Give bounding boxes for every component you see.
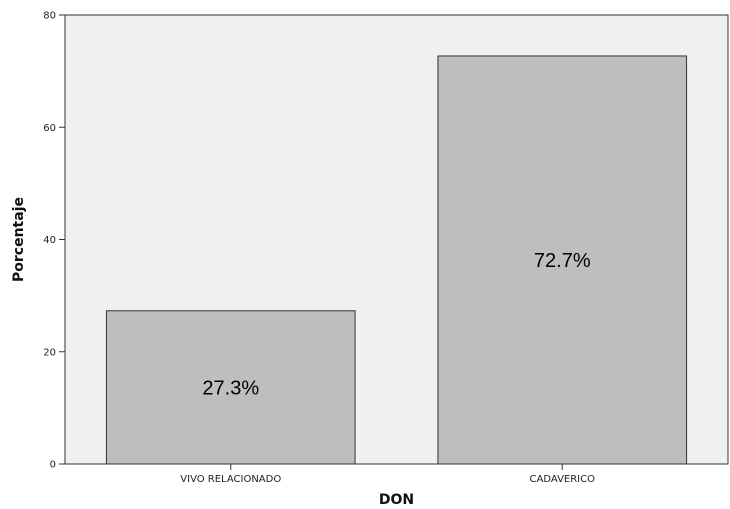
- y-tick-label: 20: [43, 347, 56, 358]
- x-tick-label: VIVO RELACIONADO: [180, 474, 281, 485]
- y-axis: 0 20 40 60 80: [43, 11, 65, 471]
- y-tick-label: 0: [50, 460, 56, 471]
- bars: 27.3% 72.7%: [105, 55, 688, 465]
- y-tick-label: 80: [43, 11, 56, 22]
- x-axis: VIVO RELACIONADO CADAVERICO: [180, 464, 595, 485]
- y-tick-label: 60: [43, 123, 56, 134]
- bar-data-label: 72.7%: [534, 250, 591, 272]
- x-axis-title: DON: [379, 492, 414, 508]
- y-tick-label: 40: [43, 235, 56, 246]
- x-tick-label: CADAVERICO: [530, 474, 596, 485]
- bar-data-label: 27.3%: [202, 377, 259, 399]
- bar: [105, 310, 356, 465]
- y-axis-title: Porcentaje: [11, 197, 27, 282]
- bar: [437, 55, 688, 465]
